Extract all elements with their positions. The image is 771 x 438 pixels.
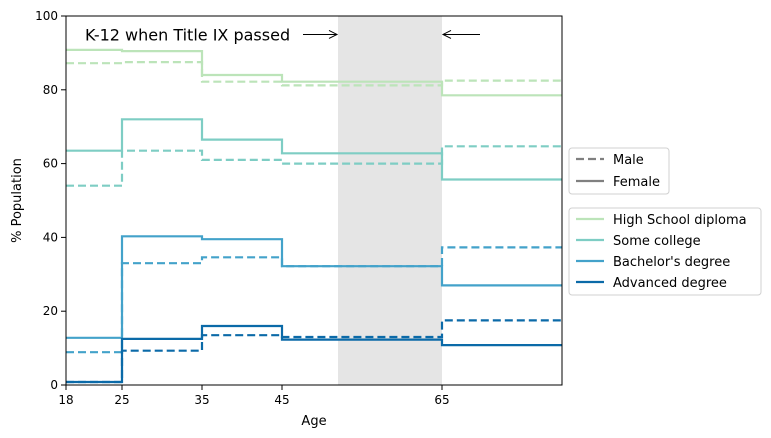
series-legend-label: High School diploma	[613, 213, 747, 228]
y-axis-label: % Population	[10, 158, 25, 243]
x-axis-ticks: 18 25 35 45 65	[58, 385, 450, 407]
series-legend-box	[568, 207, 762, 296]
plot-frame	[65, 15, 563, 386]
series-legend-label: Advanced degree	[613, 276, 727, 291]
y-tick-label: 0	[50, 378, 58, 392]
x-tick-label: 25	[114, 393, 129, 407]
series-layer	[66, 48, 562, 384]
annotation-text: K-12 when Title IX passed	[85, 25, 290, 44]
style-legend-label: Female	[613, 175, 660, 190]
series-legend-label: Bachelor's degree	[613, 255, 730, 270]
y-tick-label: 20	[43, 304, 58, 318]
shaded-span	[338, 16, 442, 385]
series-legend: High School diploma Some college Bachelor'…	[568, 207, 762, 296]
x-tick-label: 18	[58, 393, 73, 407]
series-legend-label: Some college	[613, 234, 701, 249]
x-tick-label: 35	[194, 393, 209, 407]
style-legend-label: Male	[613, 153, 644, 168]
series-line-advanced-degree-female	[66, 324, 562, 384]
x-tick-label: 45	[274, 393, 289, 407]
style-legend: Male Female	[568, 147, 670, 195]
series-line-advanced-degree-male	[66, 319, 562, 384]
annotation: K-12 when Title IX passed	[85, 25, 480, 44]
y-axis-ticks: 0 20 40 60 80 100	[35, 9, 66, 392]
arrowhead-left	[441, 30, 452, 39]
arrowhead-right	[328, 30, 339, 39]
y-tick-label: 40	[43, 230, 58, 244]
series-line-high-school-diploma-female	[66, 48, 562, 97]
shaded-region-layer	[338, 16, 442, 385]
series-line-bachelor-s-degree-female	[66, 235, 562, 339]
x-axis-label: Age	[301, 414, 326, 429]
series-line-some-college-female	[66, 118, 562, 181]
x-tick-label: 65	[434, 393, 449, 407]
y-tick-label: 100	[35, 9, 58, 23]
y-tick-label: 60	[43, 157, 58, 171]
y-tick-label: 80	[43, 83, 58, 97]
